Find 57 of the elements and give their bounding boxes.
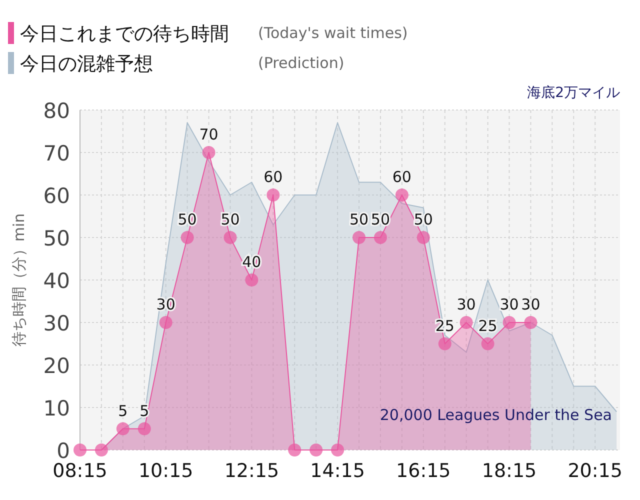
y-tick-label: 40 — [43, 269, 70, 293]
point — [202, 146, 216, 159]
x-tick-label: 12:15 — [224, 460, 280, 482]
point — [352, 231, 366, 244]
point — [460, 316, 473, 329]
data-label: 5 — [118, 402, 128, 420]
x-tick-label: 18:15 — [482, 460, 537, 482]
data-label: 50 — [349, 210, 369, 228]
point — [245, 274, 258, 286]
point — [310, 444, 323, 456]
point — [395, 188, 408, 202]
point — [481, 337, 494, 350]
y-tick-label: 10 — [43, 396, 70, 420]
point — [224, 231, 237, 244]
point — [116, 422, 130, 436]
x-tick-label: 10:15 — [138, 460, 194, 482]
data-label: 25 — [478, 316, 498, 335]
y-tick-label: 20 — [43, 354, 70, 378]
point — [502, 316, 516, 329]
point — [438, 337, 452, 350]
y-tick-label: 70 — [43, 142, 70, 166]
text: 20,000 Leagues Under the Sea — [380, 406, 612, 424]
point — [524, 316, 538, 329]
y-tick-label: 80 — [43, 99, 70, 123]
data-label: 60 — [392, 168, 412, 186]
point — [180, 231, 194, 244]
x-tick-label: 20:15 — [568, 460, 622, 482]
point — [374, 231, 387, 244]
point — [94, 444, 108, 456]
data-label: 70 — [199, 126, 218, 144]
point — [288, 444, 302, 456]
point — [416, 231, 430, 244]
chart-title: 海底2万マイル — [527, 85, 620, 101]
data-label: 60 — [264, 168, 283, 186]
point — [138, 422, 151, 436]
y-tick-label: 0 — [56, 439, 70, 463]
y-axis-title: 待ち時間（分）min — [10, 213, 28, 347]
legend-item: 今日これまでの待ち時間 — [8, 22, 229, 45]
point — [159, 316, 172, 329]
legend-item: 今日の混雑予想 — [8, 52, 153, 75]
x-tick-label: 08:15 — [52, 460, 108, 482]
text: (Prediction) — [258, 54, 344, 72]
y-tick-label: 50 — [43, 226, 70, 250]
x-tick-label: 14:15 — [310, 460, 365, 482]
data-label: 50 — [370, 210, 390, 228]
point — [331, 444, 344, 456]
data-label: 50 — [414, 210, 433, 228]
y-tick-label: 60 — [43, 184, 70, 208]
data-label: 30 — [500, 296, 519, 314]
text: (Today's wait times) — [258, 24, 408, 42]
data-label: 30 — [521, 296, 540, 314]
data-label: 30 — [456, 296, 476, 314]
data-label: 5 — [140, 402, 150, 420]
point — [266, 188, 280, 202]
y-tick-label: 30 — [43, 312, 70, 336]
x-tick-label: 16:15 — [396, 460, 451, 482]
point — [74, 444, 86, 456]
